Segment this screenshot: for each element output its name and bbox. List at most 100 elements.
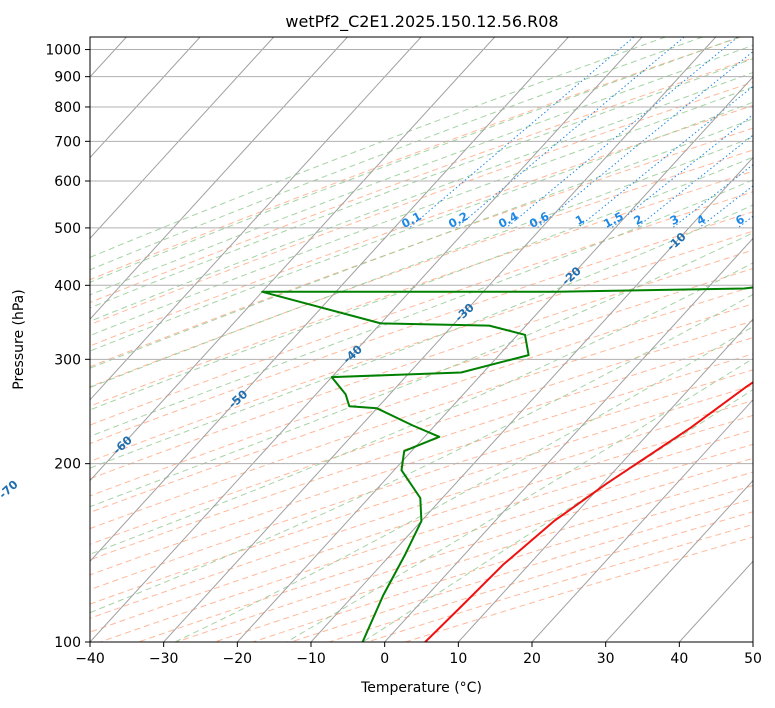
moist-adiabat: [90, 232, 753, 508]
mixing-ratio-line: [577, 85, 753, 229]
isotherm-line: [90, 37, 201, 159]
isotherm-label: -50: [226, 387, 251, 411]
y-tick-label: 300: [54, 352, 81, 368]
mixing-ratio-line: [536, 50, 753, 229]
mixing-ratio-line: [766, 37, 775, 228]
dry-adiabat: [405, 536, 753, 642]
mixing-ratio-line: [455, 37, 685, 229]
isotherm-line: [605, 479, 753, 642]
isotherm-line: [310, 156, 753, 642]
isotherm-line: [90, 37, 275, 240]
dry-adiabat: [90, 337, 753, 561]
isotherm-line: [752, 641, 753, 642]
dry-adiabat: [90, 211, 753, 445]
moist-adiabat: [90, 179, 753, 437]
y-axis-label: Pressure (hPa): [11, 289, 27, 389]
dry-adiabat: [90, 191, 753, 426]
axes: −40 −30 −20 −10 0 10 20 30 40 50 100 200 300 400 500 60…: [45, 36, 762, 667]
dry-adiabat: [214, 471, 753, 642]
dry-adiabat: [90, 37, 742, 281]
y-tick-label: 700: [54, 134, 81, 150]
mixing-ratio-label: 2: [631, 212, 645, 228]
plot-area: [90, 37, 775, 642]
y-tick-label: 900: [54, 70, 81, 86]
mixing-ratio-line: [672, 163, 753, 229]
temperature-profile: [424, 381, 753, 642]
isotherm-line: [457, 318, 753, 642]
x-axis-label: Temperature (°C): [360, 680, 482, 696]
isotherm-line: [236, 76, 753, 642]
dry-adiabat: [90, 267, 753, 497]
dry-adiabat: [138, 443, 753, 642]
y-tick-label: 100: [54, 635, 81, 651]
mixing-ratio-label: 6: [733, 212, 747, 228]
isotherm-label: -20: [559, 264, 584, 288]
isotherm-label: -30: [452, 300, 477, 324]
y-tick-label: 1000: [45, 43, 81, 59]
x-tick-label: 10: [449, 651, 467, 667]
isotherm-line: [90, 37, 569, 563]
moist-adiabat: [90, 44, 753, 296]
isotherm-line: [90, 37, 643, 642]
moist-adiabat: [90, 37, 703, 271]
isotherm-line: [90, 37, 348, 320]
mixing-ratio-label: 3: [668, 212, 682, 228]
moist-adiabat: [90, 37, 740, 283]
dry-adiabat: [290, 498, 753, 642]
moist-adiabat: [90, 262, 753, 555]
moist-adiabat: [90, 58, 753, 309]
mixing-ratio-label: 1: [573, 212, 587, 228]
isotherm-line: [163, 37, 717, 642]
y-tick-label: 200: [54, 457, 81, 473]
isotherm-line: [90, 37, 422, 401]
dry-adiabat: [90, 353, 753, 576]
dry-adiabat: [90, 170, 753, 407]
y-tick-label: 500: [54, 221, 81, 237]
y-tick-label: 400: [54, 278, 81, 294]
moist-adiabat: [90, 37, 666, 258]
x-tick-label: −20: [223, 651, 253, 667]
x-tick-label: 40: [670, 651, 688, 667]
y-tick-label: 800: [54, 100, 81, 116]
mixing-ratio-line: [698, 185, 753, 229]
dry-adiabat: [90, 369, 753, 591]
isotherm-label: -60: [110, 433, 135, 457]
plot-frame: [89, 36, 754, 643]
x-tick-label: 50: [744, 651, 762, 667]
moist-adiabat: [286, 357, 753, 642]
x-tick-label: 20: [523, 651, 541, 667]
dry-adiabat: [90, 320, 753, 545]
dry-adiabat: [90, 303, 753, 530]
y-tick-label: 600: [54, 174, 81, 190]
dry-adiabat: [176, 457, 753, 642]
mixing-ratio-line: [635, 134, 753, 229]
isotherm-line: [384, 237, 753, 642]
dry-adiabat: [90, 127, 753, 368]
mixing-ratio-line: [611, 114, 753, 229]
isotherm-line: [90, 37, 496, 482]
moist-adiabat: [362, 388, 753, 642]
chart-title: wetPf2_C2E1.2025.150.12.56.R08: [285, 12, 558, 32]
dry-adiabat: [252, 485, 753, 642]
dry-adiabat: [90, 384, 753, 605]
moist-adiabat: [90, 86, 753, 337]
dry-adiabat: [90, 249, 753, 480]
dry-adiabat: [90, 230, 753, 462]
moist-adiabat: [90, 156, 753, 411]
moist-adiabat: [90, 136, 753, 389]
dry-adiabat: [100, 429, 753, 642]
x-tick-label: 0: [380, 651, 389, 667]
mixing-ratio-line: [409, 37, 635, 229]
isotherm-label: -10: [664, 229, 689, 253]
isotherm-line: [531, 399, 753, 642]
x-tick-label: −10: [296, 651, 326, 667]
isotherm-label: -70: [0, 477, 21, 501]
x-tick-label: 30: [597, 651, 615, 667]
dry-adiabat: [328, 511, 753, 642]
x-tick-label: −30: [149, 651, 179, 667]
x-tick-label: −40: [75, 651, 105, 667]
dewpoint-profile: [261, 286, 753, 642]
moist-adiabat: [90, 71, 753, 322]
mixing-ratio-line: [737, 215, 753, 229]
